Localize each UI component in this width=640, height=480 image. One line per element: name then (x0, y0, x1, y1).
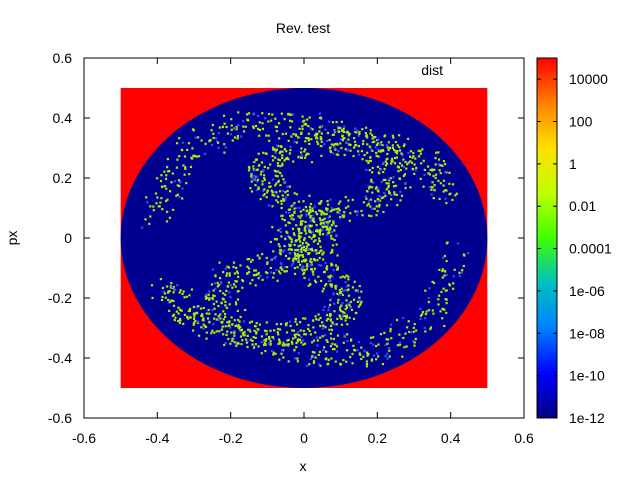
colorbar-tick-label: 0.0001 (569, 241, 612, 257)
y-tick-label: -0.4 (48, 350, 72, 366)
colorbar-tick-label: 100 (569, 114, 593, 130)
y-axis: -0.6 -0.4 -0.2 0 0.2 0.4 0.6 (48, 50, 524, 426)
colorbar-tick-label: 1e-10 (569, 368, 605, 384)
colorbar-ticks: 10000 100 1 0.01 0.0001 1e-06 1e-08 1e-10 1e-12 (537, 71, 612, 426)
y-tick-label: 0.6 (53, 50, 73, 66)
colorbar-tick-label: 10000 (569, 71, 608, 87)
colorbar-tick-label: 1 (569, 156, 577, 172)
colorbar-tick-label: 1e-12 (569, 410, 605, 426)
x-tick-label: 0.4 (441, 430, 461, 446)
x-tick-label: 0.6 (514, 430, 534, 446)
colorbar-tick-label: 0.01 (569, 198, 596, 214)
x-tick-label: -0.2 (219, 430, 243, 446)
colorbar-tick-label: 1e-06 (569, 283, 605, 299)
y-tick-label: 0.4 (53, 110, 73, 126)
x-axis-label: x (300, 458, 307, 474)
y-tick-label: 0.2 (53, 170, 73, 186)
colorbar-tick-label: 1e-08 (569, 325, 605, 341)
x-tick-label: 0 (300, 430, 308, 446)
x-axis: -0.6 -0.4 -0.2 0 0.2 0.4 0.6 (72, 58, 534, 446)
x-tick-label: -0.4 (145, 430, 169, 446)
x-tick-label: 0.2 (368, 430, 388, 446)
colorbar (536, 57, 558, 419)
x-tick-label: -0.6 (72, 430, 96, 446)
chart-title: Rev. test (276, 20, 330, 36)
y-tick-label: -0.2 (48, 290, 72, 306)
y-axis-label: px (4, 231, 20, 246)
y-tick-label: 0 (64, 230, 72, 246)
heatmap-field (120, 88, 488, 388)
chaotic-layer (141, 111, 470, 368)
y-tick-label: -0.6 (48, 410, 72, 426)
key-label: dist (421, 62, 443, 78)
